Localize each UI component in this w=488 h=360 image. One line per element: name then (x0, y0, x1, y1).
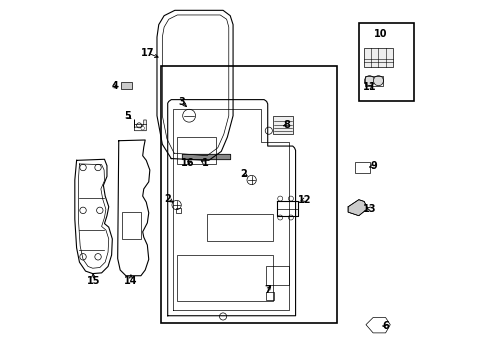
Bar (121, 82, 132, 89)
Bar (175, 207, 181, 213)
Bar (176, 137, 216, 164)
Bar (176, 255, 272, 301)
Bar (160, 66, 337, 323)
Bar (272, 116, 292, 134)
Text: 10: 10 (373, 28, 386, 39)
Text: 2: 2 (240, 168, 246, 179)
Bar (354, 162, 369, 173)
Bar (206, 214, 272, 241)
Text: 12: 12 (297, 195, 311, 204)
Polygon shape (182, 154, 230, 159)
Polygon shape (347, 200, 367, 216)
Text: 9: 9 (370, 161, 376, 171)
Text: 17: 17 (141, 48, 155, 58)
Bar (122, 212, 141, 239)
Text: 7: 7 (264, 285, 270, 295)
Text: 15: 15 (87, 276, 101, 286)
Bar (265, 266, 288, 285)
Text: 2: 2 (164, 194, 171, 203)
Bar (265, 292, 273, 300)
Text: 4: 4 (112, 81, 118, 91)
Circle shape (373, 76, 383, 86)
Bar (364, 48, 392, 67)
Text: 8: 8 (283, 120, 289, 130)
Text: 1: 1 (202, 158, 208, 168)
Bar (364, 76, 383, 86)
Text: 3: 3 (178, 97, 185, 107)
Text: 6: 6 (382, 321, 388, 332)
Text: 16: 16 (180, 158, 194, 168)
Text: 13: 13 (362, 203, 375, 213)
Text: 14: 14 (124, 276, 137, 286)
Text: 5: 5 (123, 111, 130, 121)
Text: 11: 11 (362, 82, 375, 92)
Circle shape (364, 76, 374, 86)
Bar (358, 23, 413, 102)
